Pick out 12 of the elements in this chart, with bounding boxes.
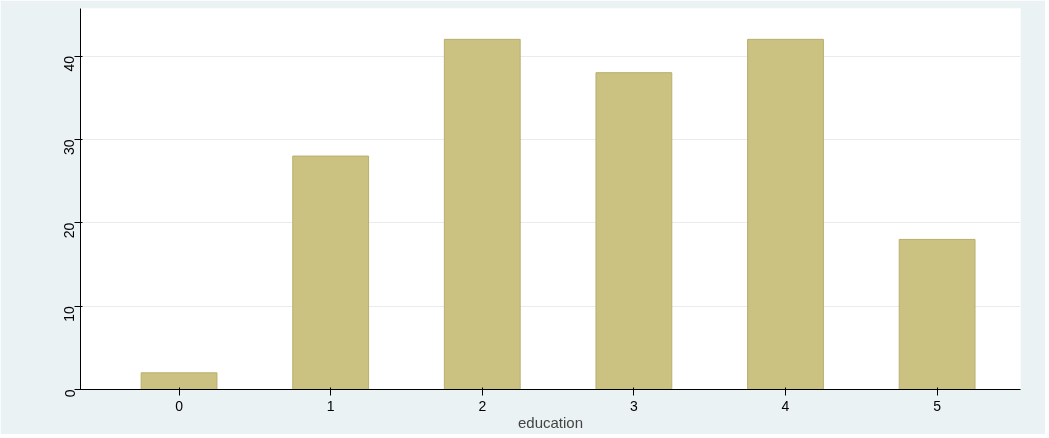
y-tick-label: 10 — [61, 305, 78, 322]
x-axis-title: education — [517, 413, 584, 431]
y-tick-label: 20 — [61, 222, 78, 239]
x-tick-label: 1 — [326, 397, 335, 414]
y-tick-label: 0 — [61, 389, 78, 398]
x-tick-label: 0 — [175, 397, 184, 414]
x-tick-label: 3 — [629, 397, 638, 414]
x-tick-label: 5 — [933, 397, 942, 414]
y-tick-label: 30 — [61, 139, 78, 155]
x-tick-label: 4 — [781, 397, 790, 414]
x-tick-label: 2 — [478, 397, 487, 414]
y-tick-label: 40 — [61, 55, 78, 72]
